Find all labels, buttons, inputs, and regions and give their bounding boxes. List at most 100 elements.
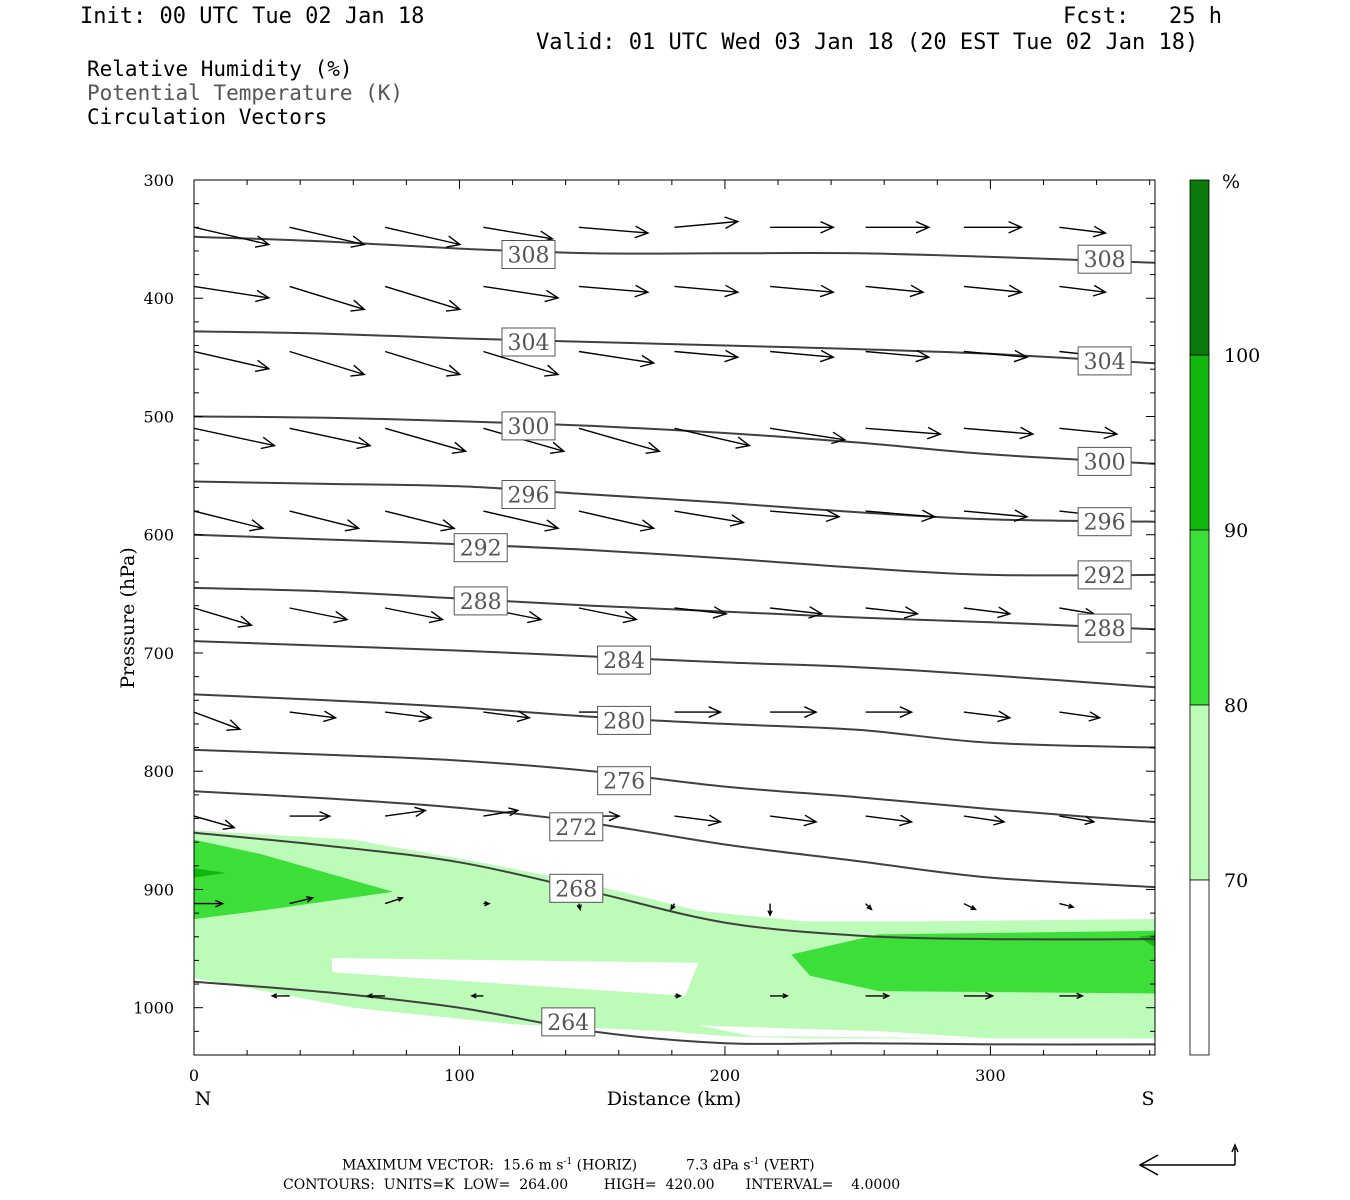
wind-vector-6-6: [770, 706, 818, 718]
isentrope-292: [194, 533, 1155, 577]
isentrope-label-text: 296: [508, 484, 550, 509]
wind-vector-9-5: [674, 993, 683, 999]
legend-potential-temperature: Potential Temperature (K): [87, 81, 404, 105]
wind-vector-0-2: [384, 226, 462, 248]
isentrope-label-box: [453, 533, 508, 563]
isentrope-label-box: [1077, 507, 1132, 537]
isentrope-label-text: 292: [1084, 564, 1126, 589]
isentrope-label-box: [1077, 244, 1132, 274]
wind-vector-7-6: [770, 814, 818, 827]
wind-vector-7-2: [385, 806, 428, 818]
wind-vector-3-9: [1059, 426, 1119, 440]
wind-vector-6-8: [963, 710, 1012, 723]
wind-vector-6-1: [289, 710, 338, 723]
y-axis-title: Pressure (hPa): [117, 547, 139, 689]
isentrope-label-292-1: 292: [1077, 560, 1132, 590]
wind-vector-9-2: [366, 993, 386, 999]
isentrope-label-layer: 308 308 304 304 300 300 296 296 292 292 288 288 284 2…: [453, 240, 1132, 1037]
plot-frame: [193, 179, 1156, 1056]
y-tick-label: 700: [143, 644, 174, 663]
isentrope-label-box: [1077, 346, 1132, 376]
wind-vector-4-0: [194, 510, 265, 532]
wind-vector-3-0: [194, 427, 277, 450]
isentrope-label-300-1: 300: [1077, 446, 1132, 476]
isentrope-label-box: [1077, 560, 1132, 590]
wind-vector-0-9: [1059, 225, 1108, 238]
wind-vector-4-8: [963, 509, 1029, 523]
wind-vector-7-9: [1059, 815, 1096, 826]
contours-info: CONTOURS: UNITS=K LOW= 264.00 HIGH= 420.…: [283, 1177, 901, 1193]
rh-dry-pocket-1: [698, 1025, 991, 1039]
isentrope-label-box: [597, 705, 652, 735]
vert-unit: (VERT): [763, 1157, 815, 1174]
wind-vector-3-1: [289, 427, 372, 450]
y-tick-label: 500: [143, 408, 174, 427]
wind-vector-7-5: [674, 814, 723, 827]
isentrope-label-box: [549, 873, 604, 903]
isentrope-label-box: [549, 812, 604, 842]
y-tick-label: 300: [143, 171, 174, 190]
wind-vector-7-7: [865, 814, 914, 827]
rh-region-80-90-1: [194, 839, 394, 919]
wind-vector-1-5: [674, 284, 740, 298]
wind-vector-3-6: [769, 427, 847, 445]
wind-vector-9-3: [470, 993, 484, 999]
x-axis-title: Distance (km): [607, 1088, 742, 1110]
wind-vector-2-1: [289, 350, 366, 377]
x-axis-north-label: N: [195, 1088, 212, 1110]
isentrope-label-text: 308: [1084, 248, 1126, 273]
isentrope-label-308-1: 308: [1077, 244, 1132, 274]
wind-vector-0-1: [289, 226, 366, 248]
wind-vector-0-5: [674, 216, 740, 230]
wind-vector-2-3: [483, 350, 560, 377]
isentrope-label-box: [501, 240, 556, 269]
isentrope-label-text: 296: [1084, 511, 1126, 536]
isentrope-label-264-0: 264: [541, 1007, 596, 1037]
wind-vector-0-0: [194, 226, 271, 248]
isentrope-label-box: [1077, 446, 1132, 476]
wind-vector-1-9: [1059, 284, 1108, 297]
y-tick-label: 400: [143, 289, 174, 308]
x-tick-label: 200: [710, 1066, 741, 1085]
isentrope-label-box: [541, 1007, 596, 1037]
vector-layer: [194, 216, 1119, 1000]
wind-vector-3-4: [578, 427, 662, 454]
x-tick-label: 0: [189, 1066, 199, 1085]
wind-vector-0-4: [578, 225, 650, 239]
isentrope-label-text: 288: [460, 590, 502, 615]
wind-vector-5-0: [194, 607, 254, 628]
horiz-unit: (HORIZ): [576, 1157, 638, 1174]
isentrope-label-box: [501, 480, 556, 509]
y-tick-label: 600: [143, 526, 174, 545]
isentrope-label-300-0: 300: [501, 411, 556, 441]
isentrope-label-text: 300: [1084, 450, 1126, 475]
isentrope-296: [194, 480, 1155, 523]
isentrope-label-text: 276: [603, 770, 645, 795]
y-tick-label: 900: [143, 881, 174, 900]
colorbar-tick-label: 80: [1224, 695, 1248, 717]
wind-vector-9-8: [963, 991, 995, 1000]
wind-vector-7-1: [289, 810, 332, 822]
wind-vector-4-3: [483, 510, 560, 532]
isentrope-label-304-0: 304: [501, 327, 556, 357]
x-axis-south-label: S: [1141, 1088, 1154, 1110]
wind-vector-2-8: [963, 349, 1029, 363]
wind-vector-4-1: [289, 510, 361, 532]
wind-vector-4-7: [865, 509, 937, 523]
wind-vector-4-2: [384, 510, 456, 532]
wind-vector-7-0: [194, 815, 236, 830]
wind-vector-9-9: [1059, 992, 1085, 1000]
x-tick-label: 300: [975, 1066, 1006, 1085]
wind-vector-8-1: [289, 896, 315, 905]
isentrope-300: [194, 415, 1155, 465]
max-vector-line: MAXIMUM VECTOR: 15.6 m s-1 (HORIZ) 7.3 d…: [342, 1157, 815, 1174]
isentrope-276: [194, 748, 1155, 824]
wind-vector-2-2: [384, 350, 462, 377]
isentrope-label-text: 304: [508, 331, 550, 356]
isentrope-label-292-0: 292: [453, 533, 508, 563]
wind-vector-6-5: [674, 706, 723, 718]
isentrope-label-text: 284: [603, 649, 645, 674]
horiz-value: 15.6 m s: [502, 1157, 564, 1174]
wind-vector-1-2: [384, 285, 462, 312]
